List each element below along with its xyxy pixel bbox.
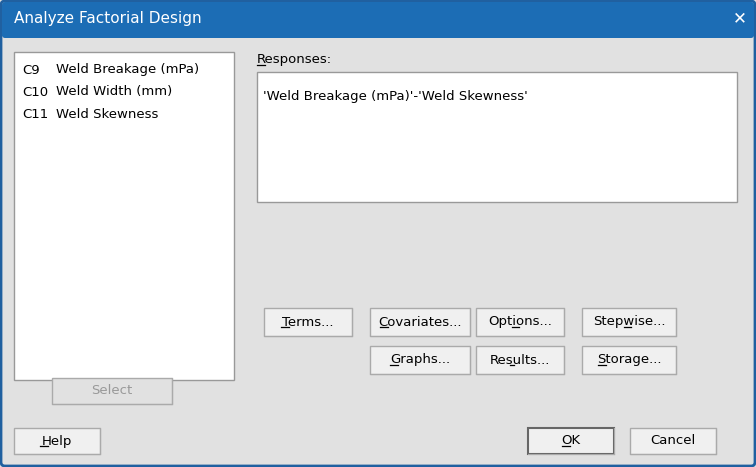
Text: Storage...: Storage... — [596, 354, 662, 367]
Text: OK: OK — [562, 434, 581, 447]
Text: Covariates...: Covariates... — [378, 316, 462, 328]
Bar — [264, 308, 352, 336]
Text: Options...: Options... — [488, 316, 552, 328]
Bar — [528, 428, 614, 454]
Bar — [476, 308, 564, 336]
Text: Stepwise...: Stepwise... — [593, 316, 665, 328]
Bar — [2, 18, 754, 36]
Bar — [370, 308, 470, 336]
Text: Results...: Results... — [490, 354, 550, 367]
Text: C10: C10 — [22, 85, 48, 99]
Text: ✕: ✕ — [733, 9, 747, 27]
Bar — [582, 308, 676, 336]
Text: Terms...: Terms... — [282, 316, 333, 328]
Bar — [52, 378, 172, 404]
FancyBboxPatch shape — [2, 2, 754, 38]
Text: C9: C9 — [22, 64, 39, 77]
Text: Weld Width (mm): Weld Width (mm) — [56, 85, 172, 99]
Bar — [476, 346, 564, 374]
Text: Weld Skewness: Weld Skewness — [56, 107, 158, 120]
Text: 'Weld Breakage (mPa)'-'Weld Skewness': 'Weld Breakage (mPa)'-'Weld Skewness' — [263, 90, 528, 103]
Text: Graphs...: Graphs... — [390, 354, 450, 367]
Bar — [14, 428, 100, 454]
Bar — [630, 428, 716, 454]
Text: Select: Select — [91, 384, 132, 397]
Bar — [370, 346, 470, 374]
Bar — [14, 52, 234, 380]
Text: C11: C11 — [22, 107, 48, 120]
Text: Help: Help — [42, 434, 72, 447]
Text: Analyze Factorial Design: Analyze Factorial Design — [14, 10, 202, 26]
Text: Weld Breakage (mPa): Weld Breakage (mPa) — [56, 64, 199, 77]
Text: Responses:: Responses: — [257, 54, 332, 66]
Bar — [257, 72, 737, 202]
Bar — [582, 346, 676, 374]
Text: Cancel: Cancel — [650, 434, 696, 447]
